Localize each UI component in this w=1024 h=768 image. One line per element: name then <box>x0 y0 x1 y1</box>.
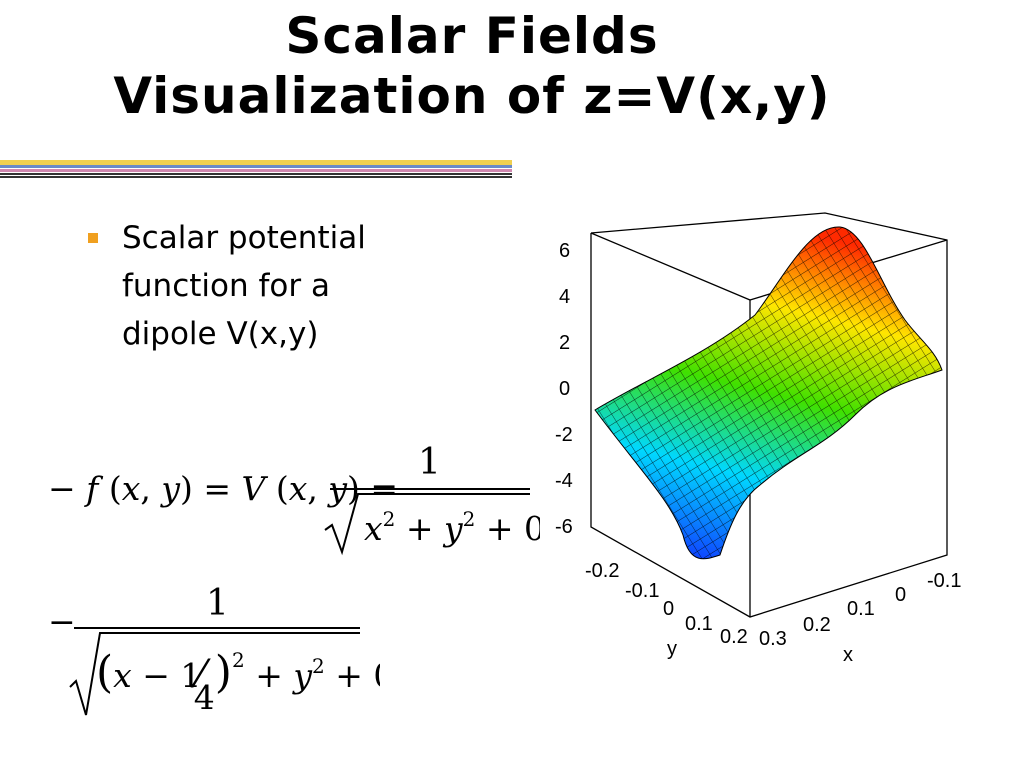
bullet-square-icon <box>88 233 98 243</box>
divider-pink-band <box>0 169 512 172</box>
x-axis-label: x <box>843 644 853 666</box>
formula-1-numerator: 1 <box>418 442 441 483</box>
formula-2-sign: − <box>48 602 76 641</box>
x-tick: -0.1 <box>927 570 961 592</box>
z-tick: -2 <box>555 424 573 446</box>
formula-2: − 1 (x − 1⁄4)2 + y2 + 0.01 <box>48 583 380 717</box>
bullet-text: Scalar potential function for a dipole V… <box>122 214 442 358</box>
z-tick: 0 <box>559 378 570 400</box>
y-tick: -0.2 <box>585 560 619 582</box>
z-tick: 6 <box>559 240 570 262</box>
title-line-1: Scalar Fields <box>285 7 659 65</box>
z-tick: 2 <box>559 332 570 354</box>
z-tick: 4 <box>559 286 570 308</box>
title-divider <box>0 160 512 178</box>
z-tick: -6 <box>555 516 573 538</box>
divider-blue-band <box>0 165 512 168</box>
y-tick: 0 <box>663 598 674 620</box>
x-tick: 0.2 <box>803 614 831 636</box>
x-axis: 0.3 0.2 0.1 0 -0.1 x <box>759 570 961 666</box>
y-tick: 0.2 <box>720 626 748 648</box>
slide-title: Scalar Fields Visualization of z=V(x,y) <box>0 6 944 126</box>
title-line-2: Visualization of z=V(x,y) <box>113 67 831 125</box>
z-tick: -4 <box>555 470 573 492</box>
dipole-surface-plot: 6 4 2 0 -2 -4 -6 -0.2 -0.1 0 0.1 0.2 y 0… <box>555 212 961 666</box>
x-tick: 0 <box>895 584 906 606</box>
x-tick: 0.1 <box>847 598 875 620</box>
divider-dark-band <box>0 173 512 175</box>
z-axis: 6 4 2 0 -2 -4 -6 <box>555 240 573 538</box>
y-tick: -0.1 <box>625 580 659 602</box>
divider-gold-band <box>0 160 512 165</box>
formula-1-denominator: x2 + y2 + 0.01 <box>364 507 540 548</box>
formula-2-denominator: (x − 1⁄4)2 + y2 + 0.01 <box>96 647 380 717</box>
formula-2-radical <box>69 632 360 716</box>
y-tick: 0.1 <box>685 613 713 635</box>
bullet-line-1: Scalar potential <box>122 220 366 256</box>
formula-1-radical <box>324 493 530 556</box>
divider-dark-band-2 <box>0 176 512 178</box>
formula-1: − f (x, y) = V (x, y) = 1 x2 + y2 + 0.01 <box>48 442 540 556</box>
x-tick: 0.3 <box>759 628 787 650</box>
bullet-line-3: dipole V(x,y) <box>122 316 319 352</box>
plot-surface-outline <box>594 226 943 560</box>
bullet-line-2: function for a <box>122 268 330 304</box>
y-axis: -0.2 -0.1 0 0.1 0.2 y <box>585 560 748 660</box>
formula-2-numerator: 1 <box>206 583 229 624</box>
y-axis-label: y <box>667 638 677 660</box>
formula-1-lhs: − f (x, y) = V (x, y) = <box>48 469 398 508</box>
